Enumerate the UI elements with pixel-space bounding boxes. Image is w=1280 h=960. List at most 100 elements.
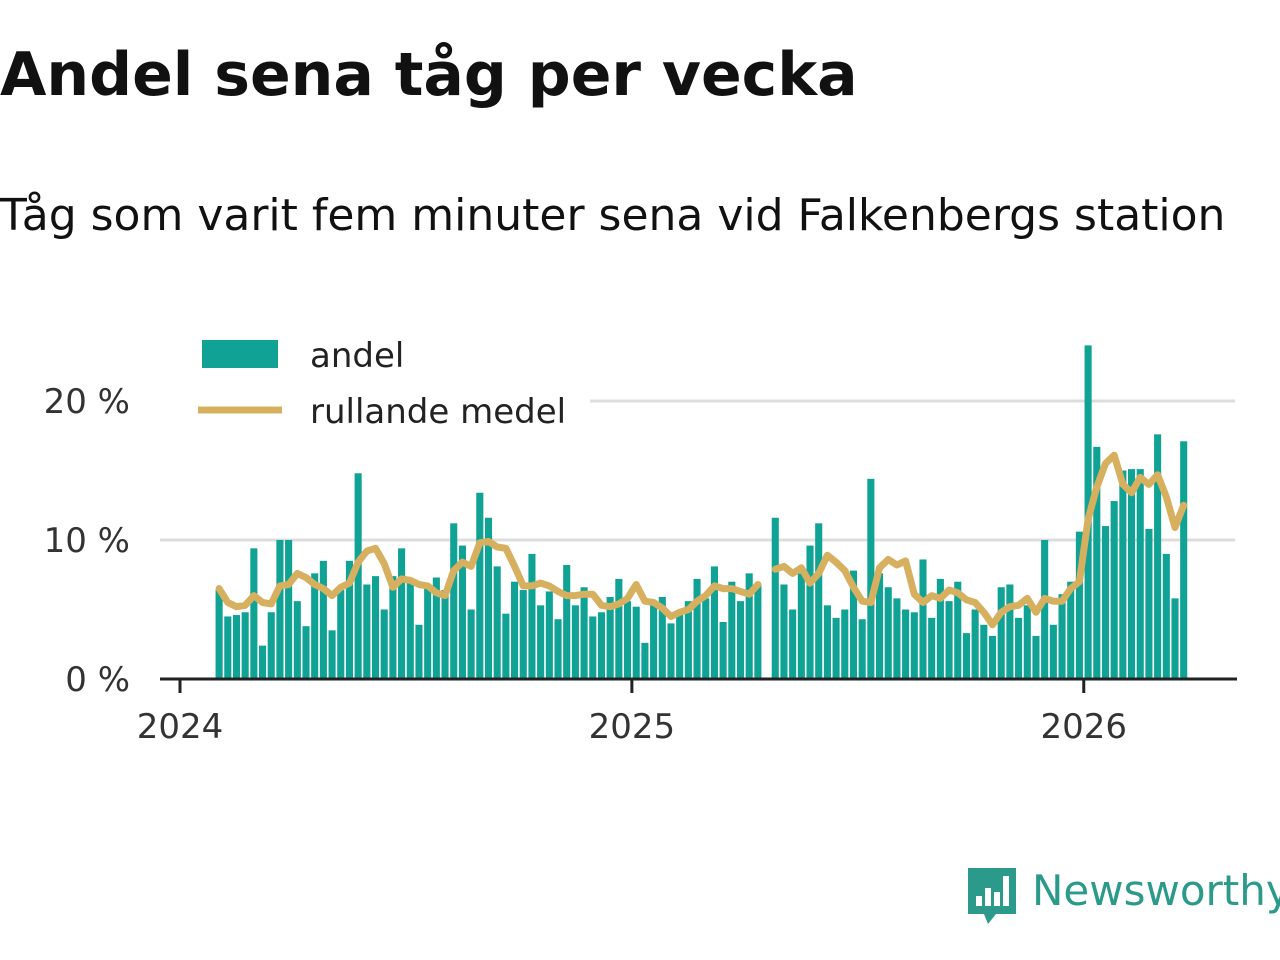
- bar: [259, 645, 267, 679]
- bar: [876, 573, 884, 679]
- bar: [537, 605, 545, 679]
- bar: [745, 573, 753, 679]
- y-tick-label: 10 %: [44, 521, 130, 561]
- bar: [337, 590, 345, 679]
- bar: [528, 553, 536, 679]
- bar: [554, 619, 562, 679]
- bar: [1041, 540, 1049, 679]
- bar: [754, 584, 762, 679]
- bar: [988, 635, 997, 679]
- bar: [1119, 470, 1127, 679]
- bar: [823, 605, 831, 679]
- rolling-mean-series: [215, 451, 1188, 629]
- bar: [623, 601, 632, 679]
- bar: [667, 623, 675, 679]
- bar: [1058, 594, 1066, 679]
- chart-subtitle: Tåg som varit fem minuter sena vid Falke…: [0, 190, 1226, 241]
- bar: [458, 545, 466, 679]
- bar: [702, 598, 710, 679]
- bar: [571, 605, 579, 679]
- bar: [563, 565, 571, 679]
- bar: [432, 577, 440, 679]
- bar: [1101, 526, 1110, 679]
- bar: [841, 609, 849, 679]
- bar: [302, 626, 310, 679]
- bar: [971, 609, 979, 679]
- x-tick-label: 2025: [589, 707, 676, 747]
- bar: [345, 560, 353, 679]
- newsworthy-logo-text: Newsworthy: [1032, 866, 1280, 915]
- bar: [311, 573, 319, 679]
- bar: [424, 584, 432, 679]
- bar: [815, 523, 823, 679]
- bar: [215, 590, 223, 679]
- bar: [1075, 531, 1083, 679]
- bar: [328, 630, 336, 679]
- bar: [1136, 469, 1144, 679]
- bar: [789, 609, 797, 679]
- bar: [502, 613, 510, 679]
- bar: [450, 523, 458, 679]
- bar: [519, 590, 527, 679]
- bar: [632, 606, 640, 679]
- bar: [406, 578, 414, 679]
- bar-series: [215, 345, 1188, 679]
- bar: [893, 598, 901, 679]
- bar: [962, 633, 970, 679]
- bar: [354, 473, 362, 679]
- bar: [1015, 617, 1023, 679]
- bar: [232, 615, 241, 679]
- bar: [398, 548, 406, 679]
- bar: [1006, 584, 1014, 679]
- bar: [545, 591, 553, 679]
- bar: [267, 612, 275, 679]
- bar: [693, 578, 701, 679]
- y-tick-label: 0 %: [65, 660, 130, 700]
- bar: [867, 478, 875, 679]
- bar: [615, 578, 623, 679]
- legend: andel rullande medel: [156, 332, 590, 432]
- newsworthy-logo: Newsworthy: [964, 864, 1280, 928]
- bar: [936, 578, 944, 679]
- bar: [1110, 501, 1118, 679]
- bar: [1154, 434, 1162, 679]
- bar: [884, 587, 892, 679]
- bar: [241, 612, 249, 679]
- bar: [650, 605, 658, 679]
- rolling-mean-line: [771, 451, 1188, 629]
- bar: [806, 545, 814, 679]
- bar: [285, 540, 293, 679]
- bar: [997, 587, 1005, 679]
- bar: [467, 609, 475, 679]
- bar: [441, 590, 449, 679]
- bar: [910, 612, 918, 679]
- bar: [641, 642, 649, 679]
- bar: [858, 619, 866, 679]
- bar: [1067, 581, 1075, 679]
- bar: [1128, 469, 1136, 679]
- bar: [736, 601, 745, 679]
- bar: [928, 617, 936, 679]
- bar: [580, 587, 588, 679]
- legend-swatch-andel: [202, 340, 278, 368]
- bar: [1023, 605, 1031, 679]
- bar: [902, 609, 910, 679]
- bar: [276, 540, 284, 679]
- bar: [832, 617, 840, 679]
- bar: [771, 517, 779, 679]
- chart-title: Andel sena tåg per vecka: [0, 40, 858, 110]
- bar: [415, 624, 423, 679]
- y-tick-label: 20 %: [44, 382, 130, 422]
- bar: [684, 601, 692, 679]
- bar: [1032, 635, 1040, 679]
- bar: [719, 622, 727, 679]
- bar: [710, 566, 718, 679]
- bar: [511, 581, 519, 679]
- bar: [493, 566, 501, 679]
- bar: [980, 624, 988, 679]
- axes: 0 % 10 % 20 % 2024 2025 2026: [44, 382, 1237, 747]
- legend-label-rolling-mean: rullande medel: [310, 392, 566, 432]
- bar: [363, 584, 371, 679]
- bar: [319, 560, 327, 679]
